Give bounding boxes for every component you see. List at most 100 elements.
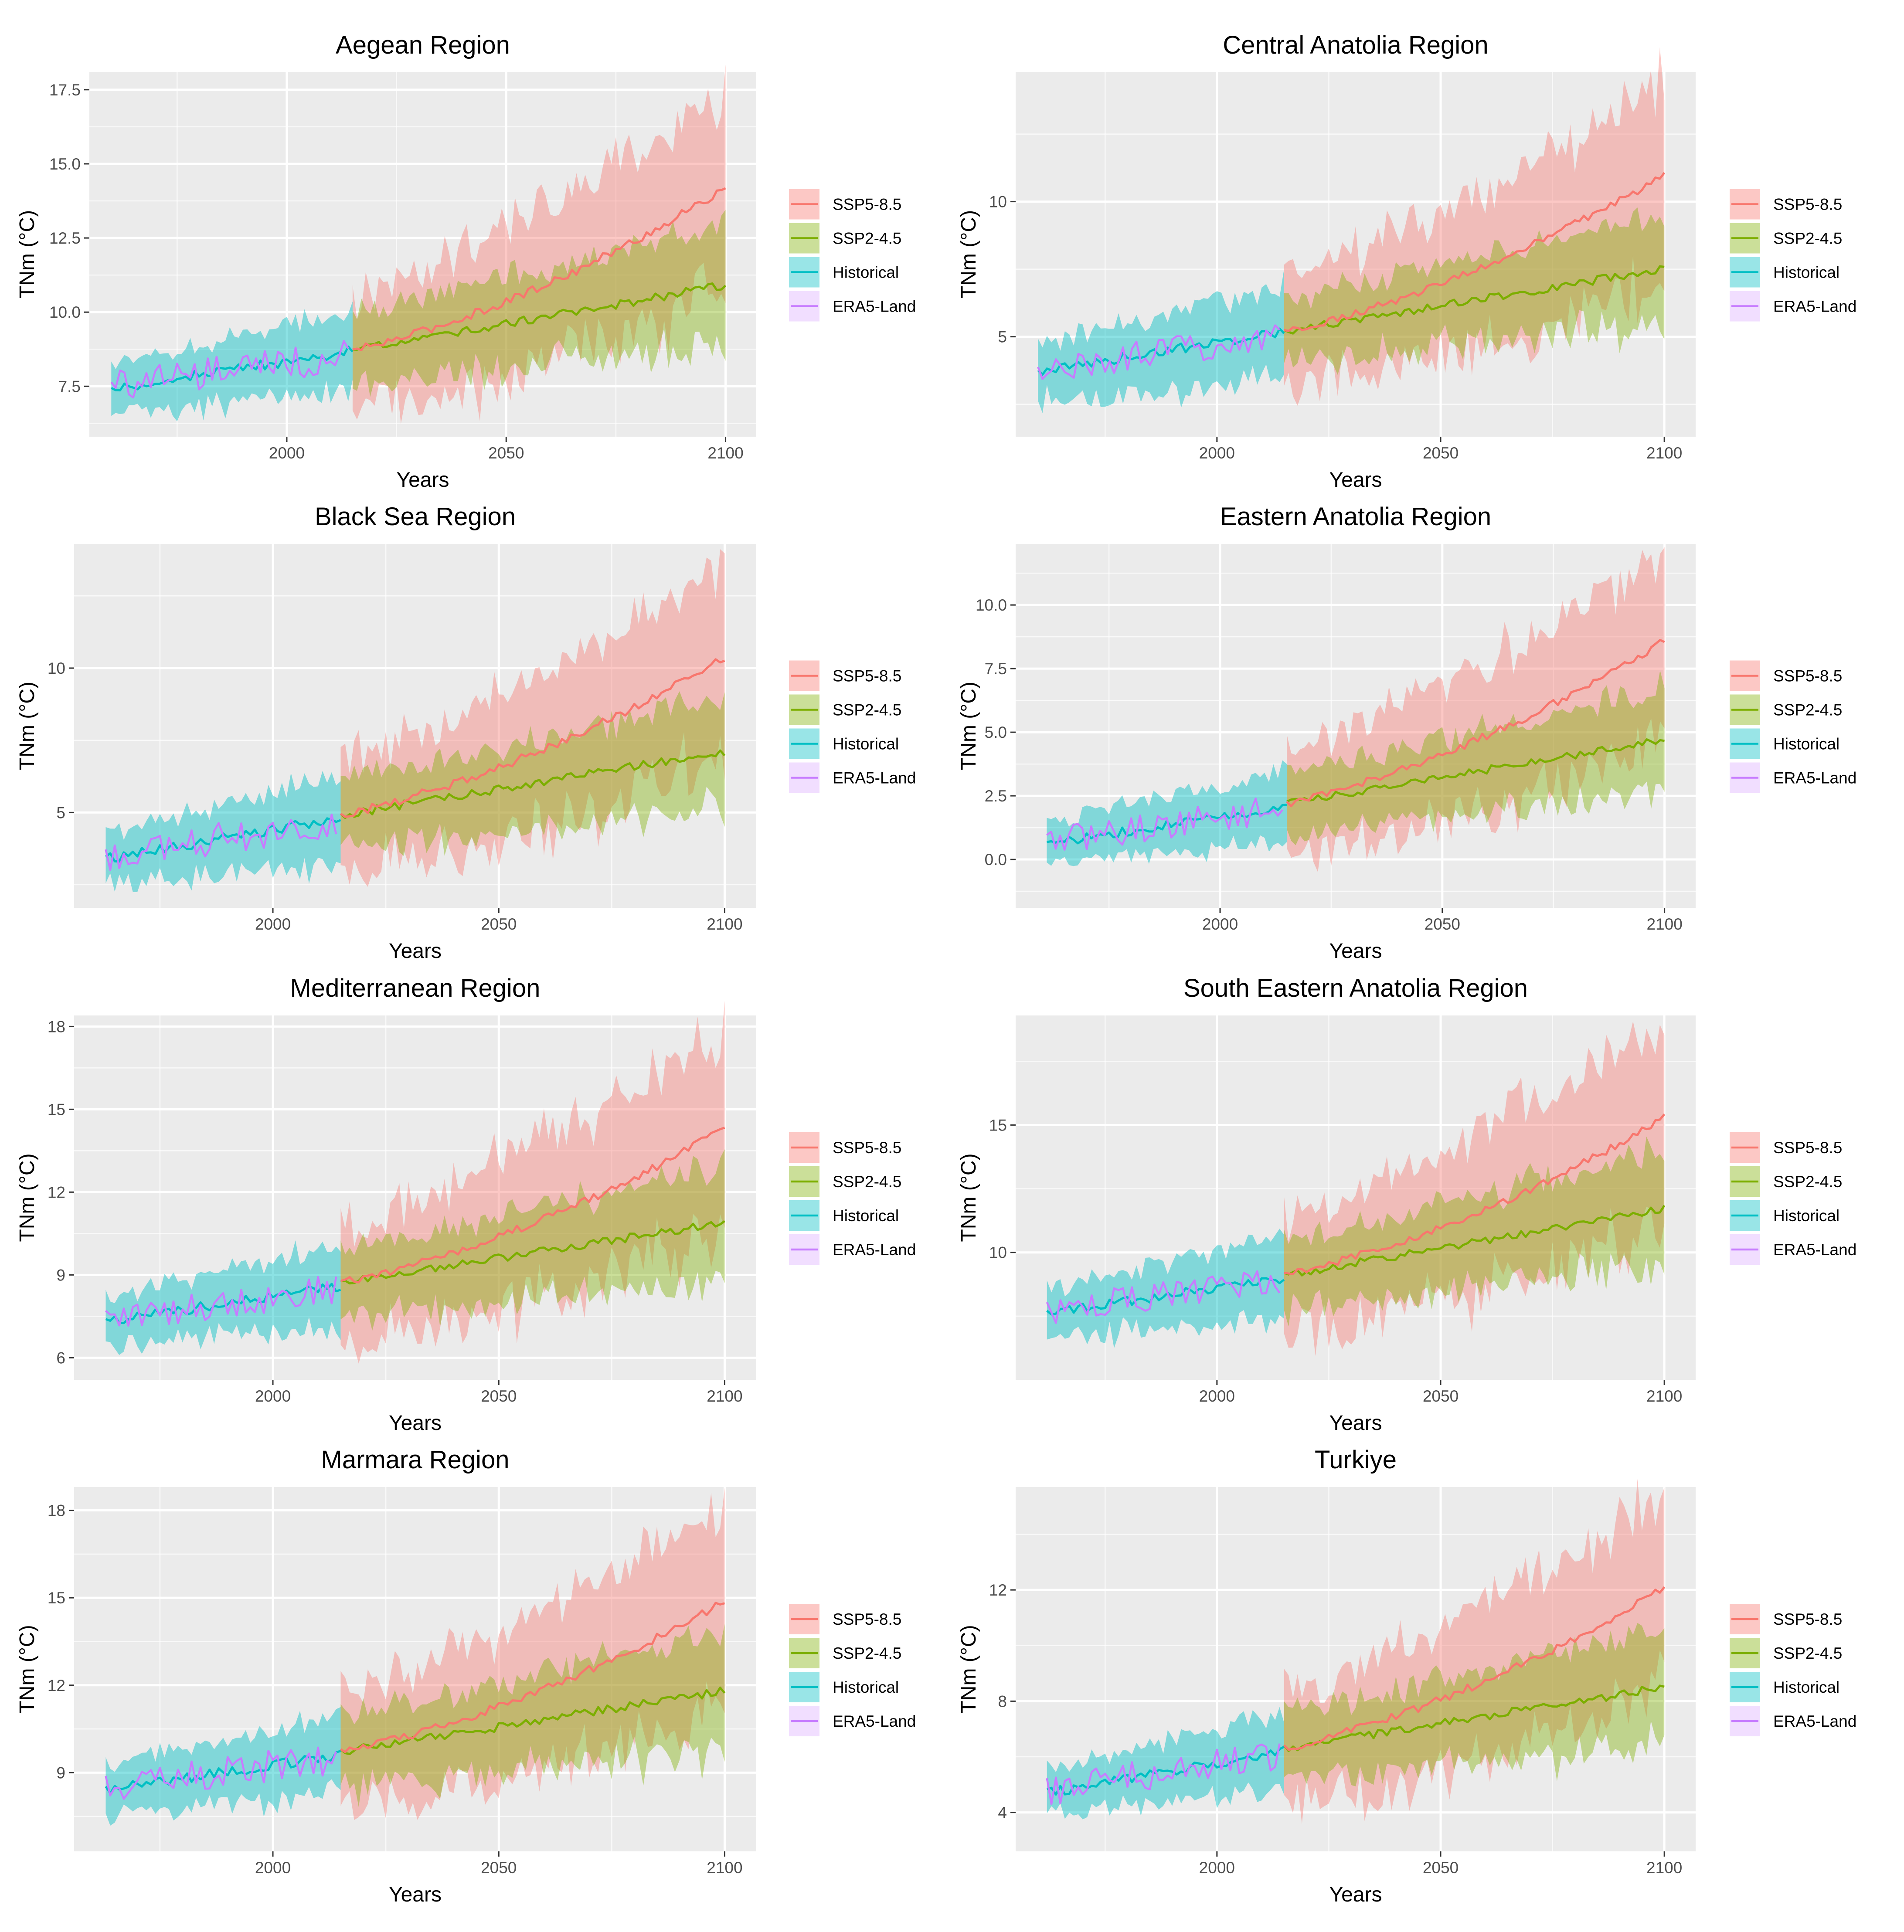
ssp585-band	[340, 1001, 725, 1364]
y-axis-label: TNm (°C)	[16, 1625, 39, 1713]
y-tick-label: 4	[998, 1804, 1007, 1822]
y-tick-label: 10.0	[49, 303, 81, 321]
chart-panel-0: 2000 2050 2100 7.5 10.0 12.5 15.0 17.5 Aegean Re…	[16, 31, 916, 492]
x-tick-label: 2100	[707, 1387, 742, 1405]
x-tick-label: 2100	[1646, 1387, 1682, 1405]
era5-line	[1046, 1743, 1281, 1805]
x-tick-label: 2050	[1425, 915, 1460, 933]
legend-label-ssp585: SSP5-8.5	[833, 1610, 901, 1628]
y-tick-label: 10	[48, 659, 65, 677]
legend-label-historical: Historical	[1773, 264, 1839, 282]
legend-label-ssp245: SSP2-4.5	[833, 1644, 901, 1662]
legend: SSP5-8.5 SSP2-4.5 Historical ERA5-Land	[1730, 189, 1856, 322]
y-tick-label: 8	[998, 1692, 1007, 1710]
ssp585-band	[1284, 1479, 1665, 1824]
ssp245-band	[340, 691, 725, 856]
y-tick-label: 2.5	[985, 787, 1007, 805]
legend-label-ssp585: SSP5-8.5	[833, 1139, 901, 1157]
x-axis-label: Years	[389, 940, 442, 963]
ssp585-band	[1284, 1021, 1665, 1356]
y-axis-label: TNm (°C)	[957, 1153, 980, 1242]
chart-panel-5: 2000 2050 2100 10 15 South Eastern Anatolia R…	[957, 974, 1856, 1435]
legend-label-ssp245: SSP2-4.5	[1773, 1173, 1842, 1191]
ssp245-line	[340, 1686, 726, 1755]
y-axis-label: TNm (°C)	[16, 210, 39, 299]
y-tick-label: 12	[48, 1183, 65, 1201]
ssp585-line	[352, 187, 726, 351]
legend: SSP5-8.5 SSP2-4.5 Historical ERA5-Land	[789, 189, 916, 322]
ssp245-band	[1284, 1623, 1665, 1786]
legend: SSP5-8.5 SSP2-4.5 Historical ERA5-Land	[789, 1604, 916, 1736]
ssp245-line	[352, 282, 727, 351]
era5-line	[105, 813, 337, 871]
chart-title: Aegean Region	[336, 31, 510, 59]
legend-label-ssp585: SSP5-8.5	[1773, 667, 1842, 685]
legend-label-ssp245: SSP2-4.5	[833, 701, 901, 719]
y-tick-label: 5.0	[985, 723, 1007, 741]
x-tick-label: 2000	[1202, 915, 1238, 933]
y-axis-label: TNm (°C)	[957, 210, 980, 299]
ssp585-line	[1284, 172, 1666, 332]
legend-label-ssp585: SSP5-8.5	[1773, 1610, 1842, 1628]
y-axis-label: TNm (°C)	[16, 1153, 39, 1242]
x-tick-label: 2050	[1423, 444, 1459, 462]
x-tick-label: 2000	[255, 915, 291, 933]
x-axis-label: Years	[1329, 1883, 1382, 1906]
legend-label-ssp585: SSP5-8.5	[1773, 1139, 1842, 1157]
era5-line	[105, 1276, 337, 1327]
chart-title: Turkiye	[1315, 1446, 1397, 1474]
chart-title: South Eastern Anatolia Region	[1183, 974, 1528, 1002]
legend-label-era5: ERA5-Land	[833, 769, 916, 787]
historical-band	[105, 1240, 341, 1355]
legend: SSP5-8.5 SSP2-4.5 Historical ERA5-Land	[789, 1132, 916, 1265]
chart-title: Marmara Region	[321, 1446, 510, 1474]
y-axis-label: TNm (°C)	[957, 682, 980, 770]
x-tick-label: 2000	[1199, 1859, 1235, 1877]
legend-label-historical: Historical	[833, 1207, 899, 1225]
y-tick-label: 15.0	[49, 155, 81, 173]
legend-label-era5: ERA5-Land	[1773, 298, 1856, 316]
legend-label-historical: Historical	[1773, 735, 1839, 753]
y-tick-label: 10	[989, 193, 1007, 211]
plot-background	[1016, 72, 1696, 437]
ssp245-band	[352, 210, 726, 397]
ssp245-line	[1283, 1684, 1665, 1752]
x-tick-label: 2000	[269, 444, 305, 462]
historical-band	[105, 771, 341, 892]
legend-label-historical: Historical	[1773, 1207, 1839, 1225]
ssp585-line	[1283, 1586, 1666, 1751]
chart-panel-6: 2000 2050 2100 9 12 15 18 Marmara Region Years TN…	[16, 1446, 916, 1906]
chart-panel-2: 2000 2050 2100 5 10 Black Sea Region Years TNm …	[16, 503, 916, 963]
historical-line	[1046, 1277, 1285, 1316]
era5-line	[105, 1746, 337, 1800]
y-tick-label: 5	[998, 328, 1007, 346]
legend: SSP5-8.5 SSP2-4.5 Historical ERA5-Land	[1730, 1604, 1856, 1736]
ssp585-band	[340, 549, 725, 887]
ssp245-line	[1284, 1205, 1666, 1277]
historical-line	[105, 1750, 341, 1795]
y-tick-label: 5	[56, 804, 65, 822]
x-tick-label: 2100	[1646, 915, 1682, 933]
ssp585-band	[1287, 547, 1665, 872]
y-tick-label: 12	[48, 1677, 65, 1694]
x-tick-label: 2050	[1423, 1387, 1459, 1405]
y-tick-label: 18	[48, 1018, 65, 1036]
y-tick-label: 15	[48, 1589, 65, 1607]
x-tick-label: 2050	[481, 1387, 517, 1405]
x-axis-label: Years	[1329, 940, 1382, 963]
x-tick-label: 2000	[255, 1859, 291, 1877]
chart-panel-3: 2000 2050 2100 0.0 2.5 5.0 7.5 10.0 Eastern Anat…	[957, 503, 1856, 963]
y-tick-label: 7.5	[985, 660, 1007, 678]
x-tick-label: 2000	[255, 1387, 291, 1405]
x-tick-label: 2100	[707, 444, 743, 462]
chart-panel-7: 2000 2050 2100 4 8 12 Turkiye Years TNm (°C) SSP5…	[957, 1446, 1856, 1906]
legend-label-ssp585: SSP5-8.5	[833, 196, 901, 214]
legend: SSP5-8.5 SSP2-4.5 Historical ERA5-Land	[789, 660, 916, 793]
ssp245-band	[1284, 207, 1665, 375]
legend-label-historical: Historical	[1773, 1678, 1839, 1696]
legend-label-ssp245: SSP2-4.5	[833, 1173, 901, 1191]
ssp585-line	[340, 1602, 725, 1753]
legend-label-ssp585: SSP5-8.5	[1773, 196, 1842, 214]
y-tick-label: 10.0	[976, 596, 1007, 614]
